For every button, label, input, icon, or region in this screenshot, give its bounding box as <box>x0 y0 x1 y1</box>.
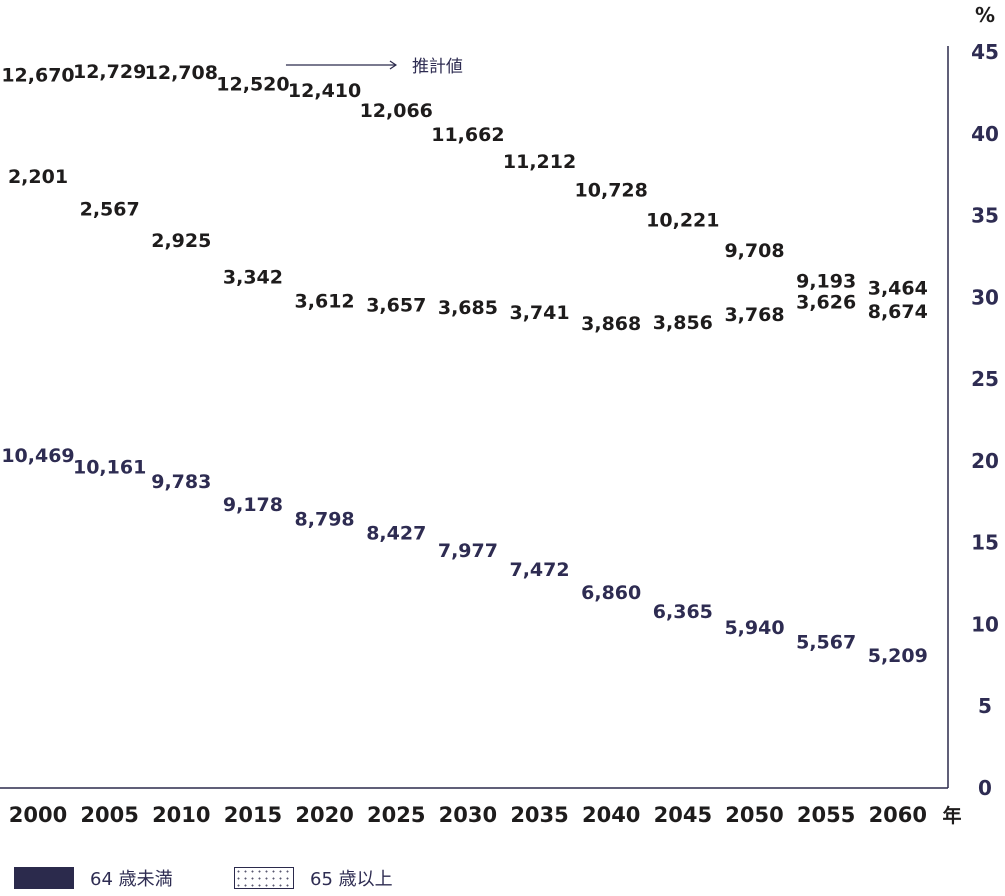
data-label: 3,626 <box>796 292 856 314</box>
x-tick-label: 2005 <box>80 803 138 827</box>
data-label: 12,670 <box>1 65 74 87</box>
data-label: 5,940 <box>724 617 784 639</box>
x-tick-label: 2010 <box>152 803 210 827</box>
legend-item-65-plus: 65 歳以上 <box>234 866 393 890</box>
x-tick-label: 2040 <box>582 803 640 827</box>
legend-label-65-plus: 65 歳以上 <box>310 869 393 890</box>
y-tick-label: 20 <box>971 449 999 473</box>
y-tick-label: 45 <box>971 40 999 64</box>
data-label: 3,741 <box>509 302 569 324</box>
data-label: 2,567 <box>80 198 140 220</box>
y-tick-label: 30 <box>971 285 999 309</box>
data-label: 3,657 <box>366 294 426 316</box>
data-label: 7,977 <box>438 540 498 562</box>
data-label: 3,768 <box>724 304 784 326</box>
annotation-label: 推計値 <box>412 57 463 77</box>
data-label: 6,860 <box>581 582 641 604</box>
x-tick-label: 2060 <box>869 803 927 827</box>
data-label: 3,856 <box>653 312 713 334</box>
data-label: 2,201 <box>8 166 68 188</box>
data-label: 3,685 <box>438 297 498 319</box>
data-label: 10,221 <box>646 209 719 231</box>
y-tick-label: 0 <box>978 776 992 800</box>
data-label: 3,342 <box>223 267 283 289</box>
data-label: 9,178 <box>223 494 283 516</box>
data-label: 12,708 <box>145 62 218 84</box>
data-label: 6,365 <box>653 601 713 623</box>
x-tick-label: 2000 <box>9 803 67 827</box>
data-label: 12,729 <box>73 61 146 83</box>
x-tick-label: 2030 <box>439 803 497 827</box>
data-label: 3,868 <box>581 313 641 335</box>
data-label: 12,520 <box>216 73 289 95</box>
y-axis-unit: % <box>975 3 995 27</box>
data-label: 11,212 <box>503 151 576 173</box>
data-label: 9,193 <box>796 270 856 292</box>
chart: 12,67012,72912,70812,52012,41012,06611,6… <box>0 3 999 827</box>
y-tick-label: 35 <box>971 204 999 228</box>
y-tick-label: 40 <box>971 122 999 146</box>
y-tick-label: 25 <box>971 367 999 391</box>
data-label: 10,728 <box>575 179 648 201</box>
data-label: 9,708 <box>724 240 784 262</box>
x-tick-label: 2025 <box>367 803 425 827</box>
legend-swatch-solid <box>14 867 74 889</box>
x-tick-label: 2035 <box>510 803 568 827</box>
y-tick-label: 5 <box>978 694 992 718</box>
value-labels: 12,67012,72912,70812,52012,41012,06611,6… <box>1 61 928 667</box>
legend-swatch-dotted <box>234 867 294 889</box>
data-label: 8,674 <box>868 301 928 323</box>
data-label: 9,783 <box>151 471 211 493</box>
data-label: 5,567 <box>796 631 856 653</box>
annotation-arrow-head <box>389 60 398 70</box>
x-tick-label: 2045 <box>654 803 712 827</box>
x-tick-label: 2015 <box>224 803 282 827</box>
x-tick-label: 2020 <box>295 803 353 827</box>
data-label: 11,662 <box>431 124 504 146</box>
x-tick-label: 2050 <box>725 803 783 827</box>
x-axis-unit: 年 <box>942 804 961 827</box>
data-label: 10,469 <box>1 445 74 467</box>
data-label: 7,472 <box>509 559 569 581</box>
data-label: 12,066 <box>360 100 433 122</box>
x-tick-label: 2055 <box>797 803 855 827</box>
legend-label-under-64: 64 歳未満 <box>90 869 173 890</box>
data-label: 5,209 <box>868 645 928 667</box>
data-label: 10,161 <box>73 457 146 479</box>
data-label: 2,925 <box>151 230 211 252</box>
data-label: 8,798 <box>295 509 355 531</box>
y-tick-label: 10 <box>971 612 999 636</box>
data-label: 8,427 <box>366 523 426 545</box>
data-label: 3,612 <box>295 290 355 312</box>
y-tick-label: 15 <box>971 531 999 555</box>
data-label: 3,464 <box>868 277 928 299</box>
legend-item-under-64: 64 歳未満 <box>14 866 173 890</box>
data-label: 12,410 <box>288 80 361 102</box>
